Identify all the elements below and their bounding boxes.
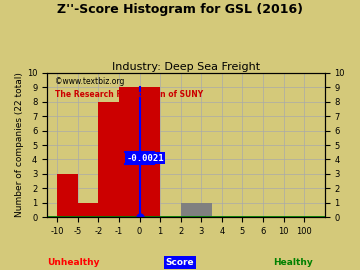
Text: Healthy: Healthy: [274, 258, 313, 267]
Y-axis label: Number of companies (22 total): Number of companies (22 total): [15, 73, 24, 217]
Text: ©www.textbiz.org: ©www.textbiz.org: [55, 77, 125, 86]
Text: -0.0021: -0.0021: [126, 154, 164, 163]
Bar: [181, 203, 212, 217]
Text: Score: Score: [166, 258, 194, 267]
Bar: [98, 102, 119, 217]
Bar: [57, 174, 78, 217]
Bar: [119, 87, 160, 217]
Bar: [78, 203, 98, 217]
Text: The Research Foundation of SUNY: The Research Foundation of SUNY: [55, 90, 203, 99]
Text: Unhealthy: Unhealthy: [47, 258, 99, 267]
Title: Industry: Deep Sea Freight: Industry: Deep Sea Freight: [112, 62, 260, 72]
Text: Z''-Score Histogram for GSL (2016): Z''-Score Histogram for GSL (2016): [57, 3, 303, 16]
